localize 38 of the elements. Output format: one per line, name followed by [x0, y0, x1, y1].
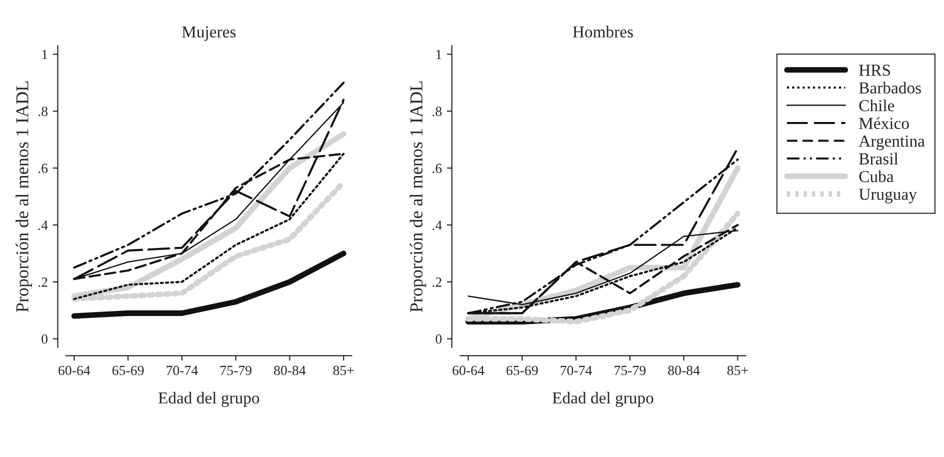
- legend-label: Chile: [859, 100, 894, 112]
- y-tick-label: .6: [38, 164, 48, 174]
- y-tick-label: .4: [38, 220, 48, 230]
- x-tick-label: 70-74: [560, 366, 592, 376]
- x-axis-title: Edad del grupo: [158, 392, 260, 408]
- x-tick-label: 85+: [333, 366, 354, 376]
- y-tick-label: .6: [432, 164, 442, 174]
- x-tick-label: 80-84: [668, 366, 700, 376]
- y-tick-label: 0: [436, 334, 442, 344]
- legend-label: Cuba: [859, 170, 894, 182]
- legend-label: Brasil: [859, 152, 898, 164]
- x-tick-label: 85+: [727, 366, 748, 376]
- y-tick-label: .8: [432, 106, 442, 116]
- y-axis-title: Proporción de al menos 1 IADL: [410, 82, 426, 312]
- x-tick-label: 75-79: [614, 366, 646, 376]
- y-tick-label: .2: [432, 277, 442, 287]
- x-tick-label: 60-64: [58, 366, 90, 376]
- x-tick-label: 60-64: [452, 366, 484, 376]
- legend-label: HRS: [859, 64, 890, 76]
- y-axis-title: Proporción de al menos 1 IADL: [16, 82, 32, 312]
- y-tick-label: 0: [42, 334, 48, 344]
- x-tick-label: 70-74: [166, 366, 198, 376]
- y-tick-label: 1: [42, 50, 48, 60]
- x-tick-label: 65-69: [112, 366, 144, 376]
- x-axis-title: Edad del grupo: [552, 392, 654, 408]
- chart-title: Hombres: [572, 26, 633, 38]
- y-tick-label: .8: [38, 106, 48, 116]
- legend-label: México: [859, 117, 909, 130]
- y-tick-label: .4: [432, 220, 442, 230]
- y-tick-label: .2: [38, 277, 48, 287]
- chart-title: Mujeres: [182, 26, 236, 41]
- y-tick-label: 1: [436, 50, 442, 60]
- legend-label: Uruguay: [858, 188, 917, 204]
- x-tick-label: 65-69: [506, 366, 538, 376]
- legend-label: Argentina: [858, 136, 925, 150]
- x-tick-label: 75-79: [220, 366, 252, 376]
- legend-label: Barbados: [859, 82, 921, 94]
- x-tick-label: 80-84: [274, 366, 306, 376]
